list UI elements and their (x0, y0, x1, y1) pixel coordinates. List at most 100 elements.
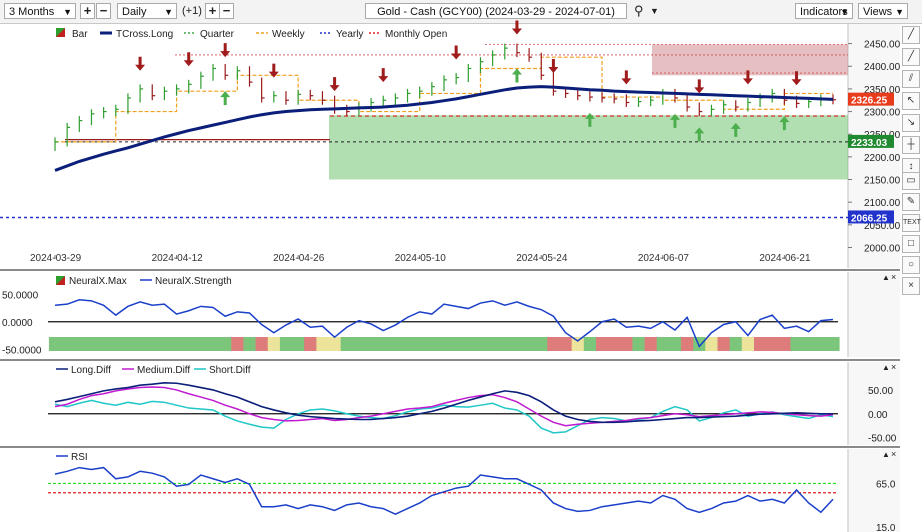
regime-cell (693, 337, 706, 351)
interval-select[interactable]: Daily ▼ (117, 3, 177, 19)
regime-cell (802, 337, 816, 351)
legend-label: Yearly (336, 29, 363, 40)
y-tick-label: 0.0000 (2, 318, 33, 329)
legend-label: Short.Diff (209, 365, 251, 376)
sell-signal-arrow (548, 59, 559, 74)
legend-label: RSI (71, 452, 88, 463)
remove-button[interactable]: − (96, 3, 111, 19)
indicators-button-label: Indicators (800, 6, 848, 18)
long-diff-line (54, 381, 833, 424)
legend-label: Bar (72, 29, 88, 40)
regime-cell (182, 337, 196, 351)
buy-signal-arrow (779, 116, 790, 131)
regime-cell (231, 337, 244, 351)
x-date-label: 2024-04-12 (152, 253, 204, 264)
y-tick-label: 2400.00 (864, 62, 901, 73)
indicators-button[interactable]: Indicators ▼ (795, 3, 853, 19)
yearly-level-label-bg (848, 210, 894, 224)
regime-cell (766, 337, 779, 351)
y-tick-label: 2200.00 (864, 153, 901, 164)
legend-label: Long.Diff (71, 365, 111, 376)
regime-cell (206, 337, 220, 351)
sell-signal-arrow (694, 79, 705, 94)
range-select[interactable]: 3 Months ▼ (4, 3, 76, 19)
regime-cell (523, 337, 536, 351)
line-tool-icon[interactable]: ╱ (902, 26, 920, 44)
cursor-tool-icon[interactable]: ↘ (902, 114, 920, 132)
regime-cell (474, 337, 488, 351)
buy-signal-arrow (220, 91, 231, 106)
collapse-icon: ▲ (882, 273, 890, 282)
regime-cell (97, 337, 111, 351)
regime-cell (644, 337, 658, 351)
x-date-label: 2024-06-07 (638, 253, 690, 264)
legend-label: Monthly Open (385, 29, 447, 40)
sell-signal-arrow (135, 56, 146, 71)
regime-cell (462, 337, 475, 351)
rsi-panel: ▲ × 65.0 15.0 RSI (0, 446, 900, 532)
buy-signal-arrow (584, 112, 595, 127)
regime-cell (364, 337, 378, 351)
regime-cell (705, 337, 719, 351)
close-icon: × (891, 272, 896, 282)
regime-cell (595, 337, 609, 351)
regime-cell (753, 337, 767, 351)
regime-cell (279, 337, 293, 351)
regime-cell (729, 337, 743, 351)
regime-cell (146, 337, 159, 351)
regime-cell (304, 337, 317, 351)
regime-cell (352, 337, 366, 351)
circle-tool-icon[interactable]: ○ (902, 256, 920, 274)
regime-cell (219, 337, 232, 351)
comment-tool-icon[interactable]: ▭ (902, 172, 920, 190)
views-button[interactable]: Views ▼ (858, 3, 908, 19)
search-icon[interactable]: ⚲ (634, 3, 644, 18)
ray-tool-icon[interactable]: ╱ (902, 48, 920, 66)
y-tick-label: 2300.00 (864, 108, 901, 119)
legend-label: Quarter (200, 29, 235, 40)
x-date-label: 2024-06-21 (759, 253, 811, 264)
sell-signal-arrow (791, 71, 802, 86)
collapse-icon: ▲ (882, 363, 890, 372)
weekly-line (55, 56, 833, 143)
x-date-label: 2024-05-24 (516, 253, 568, 264)
chevron-down-icon: ▼ (164, 7, 173, 17)
pencil-tool-icon[interactable]: ✎ (902, 193, 920, 211)
x-date-label: 2024-03-29 (30, 253, 82, 264)
regime-cell (73, 337, 86, 351)
regime-cell (158, 337, 171, 351)
bar-legend-icon (56, 28, 65, 37)
regime-cell (632, 337, 646, 351)
range-select-label: 3 Months (9, 6, 55, 18)
legend-label: TCross.Long (116, 29, 173, 40)
y-tick-label: -50.00 (868, 434, 897, 445)
regime-cell (778, 337, 791, 351)
regime-cell (741, 337, 755, 351)
add-button[interactable]: + (80, 3, 95, 19)
symbol-title-field[interactable]: Gold - Cash (GCY00) (2024-03-29 - 2024-0… (365, 3, 627, 19)
rectangle-tool-icon[interactable]: □ (902, 235, 920, 253)
zoom-out-button[interactable]: − (219, 3, 234, 19)
buy-signal-arrow (694, 127, 705, 142)
close-icon: × (891, 362, 896, 372)
last-price-label: 2326.25 (851, 96, 888, 107)
legend-label: NeuralX.Max (69, 276, 127, 287)
regime-cell (413, 337, 427, 351)
y-tick-label: 2150.00 (864, 176, 901, 187)
delete-tool-icon[interactable]: × (902, 277, 920, 295)
chevron-down-icon[interactable]: ▼ (650, 6, 659, 16)
x-date-label: 2024-05-10 (395, 253, 447, 264)
regime-cell (316, 337, 330, 351)
regime-cell (486, 337, 500, 351)
buy-signal-arrow (669, 113, 680, 128)
text-tool-icon[interactable]: TEXT (902, 214, 921, 232)
parallel-tool-icon[interactable]: ⫽ (902, 70, 920, 88)
regime-cell (717, 337, 731, 351)
pointer-tool-icon[interactable]: ↖ (902, 92, 920, 110)
sell-signal-arrow (511, 20, 522, 35)
regime-cell (109, 337, 123, 351)
crosshair-tool-icon[interactable]: ┼ (902, 136, 920, 154)
y-tick-label: 2000.00 (864, 243, 901, 254)
y-tick-label: 2100.00 (864, 198, 901, 209)
